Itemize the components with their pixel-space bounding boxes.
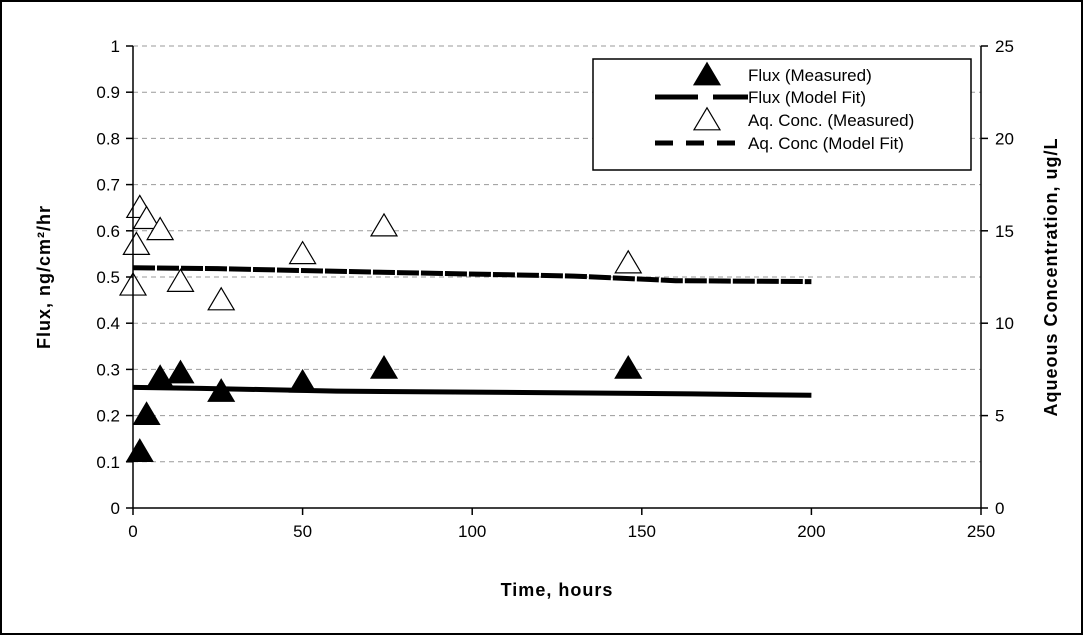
right-y-tick-label: 20 [995,129,1014,148]
series-line-1 [132,384,812,398]
left-y-axis-title: Flux, ng/cm²/hr [34,205,54,349]
x-axis-ticks: 0 50 100 150 200 250 [128,508,995,541]
x-tick-label: 50 [293,522,312,541]
aq-conc-measured-point [369,212,399,237]
right-y-tick-label: 15 [995,222,1014,241]
right-y-tick-label: 10 [995,314,1014,333]
flux-measured-point [166,359,195,384]
flux-measured-point [132,401,161,425]
left-y-tick-label: 1 [111,37,120,56]
legend-label: Aq. Conc (Model Fit) [748,134,904,153]
left-y-tick-label: 0.1 [96,453,120,472]
left-y-axis-ticks: 0 0.1 0.2 0.3 0.4 0.5 0.6 0.7 0.8 0.9 1 [96,37,133,518]
left-y-tick-label: 0.9 [96,83,120,102]
aq-conc-measured-point [132,205,161,230]
x-tick-label: 200 [797,522,825,541]
left-y-tick-label: 0.2 [96,407,120,426]
aq-conc-measured-point [207,286,236,311]
aq-conc-measured-point [288,240,317,265]
left-y-tick-label: 0.4 [96,314,120,333]
left-y-tick-label: 0.6 [96,222,120,241]
aq-conc-measured-point [614,249,643,274]
left-y-tick-label: 0.3 [96,360,120,379]
x-tick-label: 150 [628,522,656,541]
x-tick-label: 0 [128,522,137,541]
legend-label: Flux (Model Fit) [748,88,866,107]
right-y-axis-title: Aqueous Concentration, ug/L [1041,138,1061,417]
plot-area [118,194,812,462]
flux-measured-point [614,355,643,379]
legend-box [592,58,972,171]
legend-label: Flux (Measured) [748,66,872,85]
left-y-tick-label: 0.8 [96,129,120,148]
left-y-tick-label: 0.7 [96,176,120,195]
right-y-axis-ticks: 0 5 10 15 20 25 [981,37,1014,518]
right-y-tick-label: 0 [995,499,1004,518]
legend-marker [692,61,722,86]
right-y-tick-label: 25 [995,37,1014,56]
x-tick-label: 250 [967,522,995,541]
legend-label: Aq. Conc. (Measured) [748,111,914,130]
x-axis-title: Time, hours [501,580,614,600]
left-y-tick-label: 0 [111,499,120,518]
legend-marker [692,106,722,131]
right-y-tick-label: 5 [995,407,1004,426]
aq-conc-measured-point [166,268,195,292]
legend-items: Flux (Measured) Flux (Model Fit) Aq. Conc.… [655,61,914,153]
x-tick-label: 100 [458,522,486,541]
series-line-3 [132,265,812,285]
left-y-tick-label: 0.5 [96,268,120,287]
aq-conc-measured-point [122,231,151,255]
aq-conc-measured-point [146,216,175,241]
flux-measured-point [369,355,399,379]
legend: Flux (Measured) Flux (Model Fit) Aq. Conc.… [592,58,972,171]
